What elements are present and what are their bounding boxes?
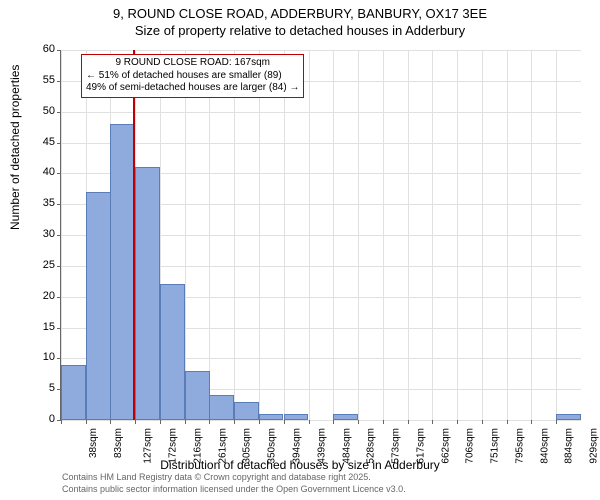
- gridline-v: [432, 50, 433, 420]
- histogram-bar: [234, 402, 259, 421]
- gridline-v: [531, 50, 532, 420]
- xtick-mark: [507, 420, 508, 424]
- gridline-h: [61, 420, 581, 421]
- xtick-mark: [185, 420, 186, 424]
- xtick-mark: [309, 420, 310, 424]
- attribution-text: Contains HM Land Registry data © Crown c…: [62, 472, 406, 495]
- plot-area: 05101520253035404550556038sqm83sqm127sqm…: [60, 50, 581, 421]
- xtick-mark: [457, 420, 458, 424]
- gridline-v: [309, 50, 310, 420]
- title-line-1: 9, ROUND CLOSE ROAD, ADDERBURY, BANBURY,…: [0, 0, 600, 21]
- gridline-v: [556, 50, 557, 420]
- xtick-mark: [432, 420, 433, 424]
- annotation-line-3: 49% of semi-detached houses are larger (…: [86, 82, 299, 95]
- xtick-mark: [333, 420, 334, 424]
- xtick-mark: [61, 420, 62, 424]
- xtick-mark: [259, 420, 260, 424]
- histogram-bar: [86, 192, 111, 420]
- xtick-mark: [284, 420, 285, 424]
- gridline-v: [185, 50, 186, 420]
- xtick-mark: [234, 420, 235, 424]
- histogram-bar: [259, 414, 284, 420]
- gridline-v: [358, 50, 359, 420]
- gridline-v: [482, 50, 483, 420]
- ytick-label: 20: [33, 290, 55, 302]
- gridline-v: [507, 50, 508, 420]
- gridline-v: [284, 50, 285, 420]
- attribution-line-2: Contains public sector information licen…: [62, 484, 406, 496]
- annotation-line-1: 9 ROUND CLOSE ROAD: 167sqm: [86, 57, 299, 70]
- annotation-line-2: ← 51% of detached houses are smaller (89…: [86, 70, 299, 83]
- xtick-mark: [482, 420, 483, 424]
- x-axis-label: Distribution of detached houses by size …: [0, 458, 600, 472]
- ytick-label: 0: [33, 413, 55, 425]
- histogram-bar: [556, 414, 581, 420]
- gridline-v: [234, 50, 235, 420]
- ytick-label: 50: [33, 105, 55, 117]
- xtick-mark: [86, 420, 87, 424]
- ytick-label: 15: [33, 321, 55, 333]
- gridline-h: [61, 50, 581, 51]
- histogram-bar: [185, 371, 210, 420]
- xtick-mark: [383, 420, 384, 424]
- xtick-mark: [358, 420, 359, 424]
- xtick-label: 83sqm: [113, 428, 124, 458]
- histogram-bar: [110, 124, 135, 420]
- gridline-v: [333, 50, 334, 420]
- histogram-bar: [333, 414, 358, 420]
- histogram-bar: [135, 167, 160, 420]
- attribution-line-1: Contains HM Land Registry data © Crown c…: [62, 472, 406, 484]
- xtick-mark: [209, 420, 210, 424]
- histogram-bar: [160, 284, 185, 420]
- xtick-mark: [531, 420, 532, 424]
- chart-container: 9, ROUND CLOSE ROAD, ADDERBURY, BANBURY,…: [0, 0, 600, 500]
- gridline-h: [61, 143, 581, 144]
- title-line-2: Size of property relative to detached ho…: [0, 21, 600, 38]
- histogram-bar: [61, 365, 86, 421]
- annotation-box: 9 ROUND CLOSE ROAD: 167sqm← 51% of detac…: [81, 54, 304, 98]
- xtick-mark: [110, 420, 111, 424]
- y-axis-label: Number of detached properties: [8, 65, 22, 230]
- xtick-mark: [556, 420, 557, 424]
- ytick-label: 40: [33, 166, 55, 178]
- xtick-mark: [160, 420, 161, 424]
- gridline-h: [61, 112, 581, 113]
- ytick-label: 5: [33, 382, 55, 394]
- ytick-label: 60: [33, 43, 55, 55]
- histogram-bar: [284, 414, 309, 420]
- gridline-v: [259, 50, 260, 420]
- xtick-mark: [135, 420, 136, 424]
- ytick-label: 10: [33, 351, 55, 363]
- gridline-v: [457, 50, 458, 420]
- ytick-label: 30: [33, 228, 55, 240]
- gridline-v: [408, 50, 409, 420]
- xtick-mark: [408, 420, 409, 424]
- ytick-label: 55: [33, 74, 55, 86]
- ytick-label: 35: [33, 197, 55, 209]
- gridline-v: [209, 50, 210, 420]
- histogram-bar: [209, 395, 234, 420]
- property-marker-line: [133, 50, 135, 420]
- ytick-label: 45: [33, 136, 55, 148]
- ytick-label: 25: [33, 259, 55, 271]
- xtick-label: 38sqm: [88, 428, 99, 458]
- gridline-v: [383, 50, 384, 420]
